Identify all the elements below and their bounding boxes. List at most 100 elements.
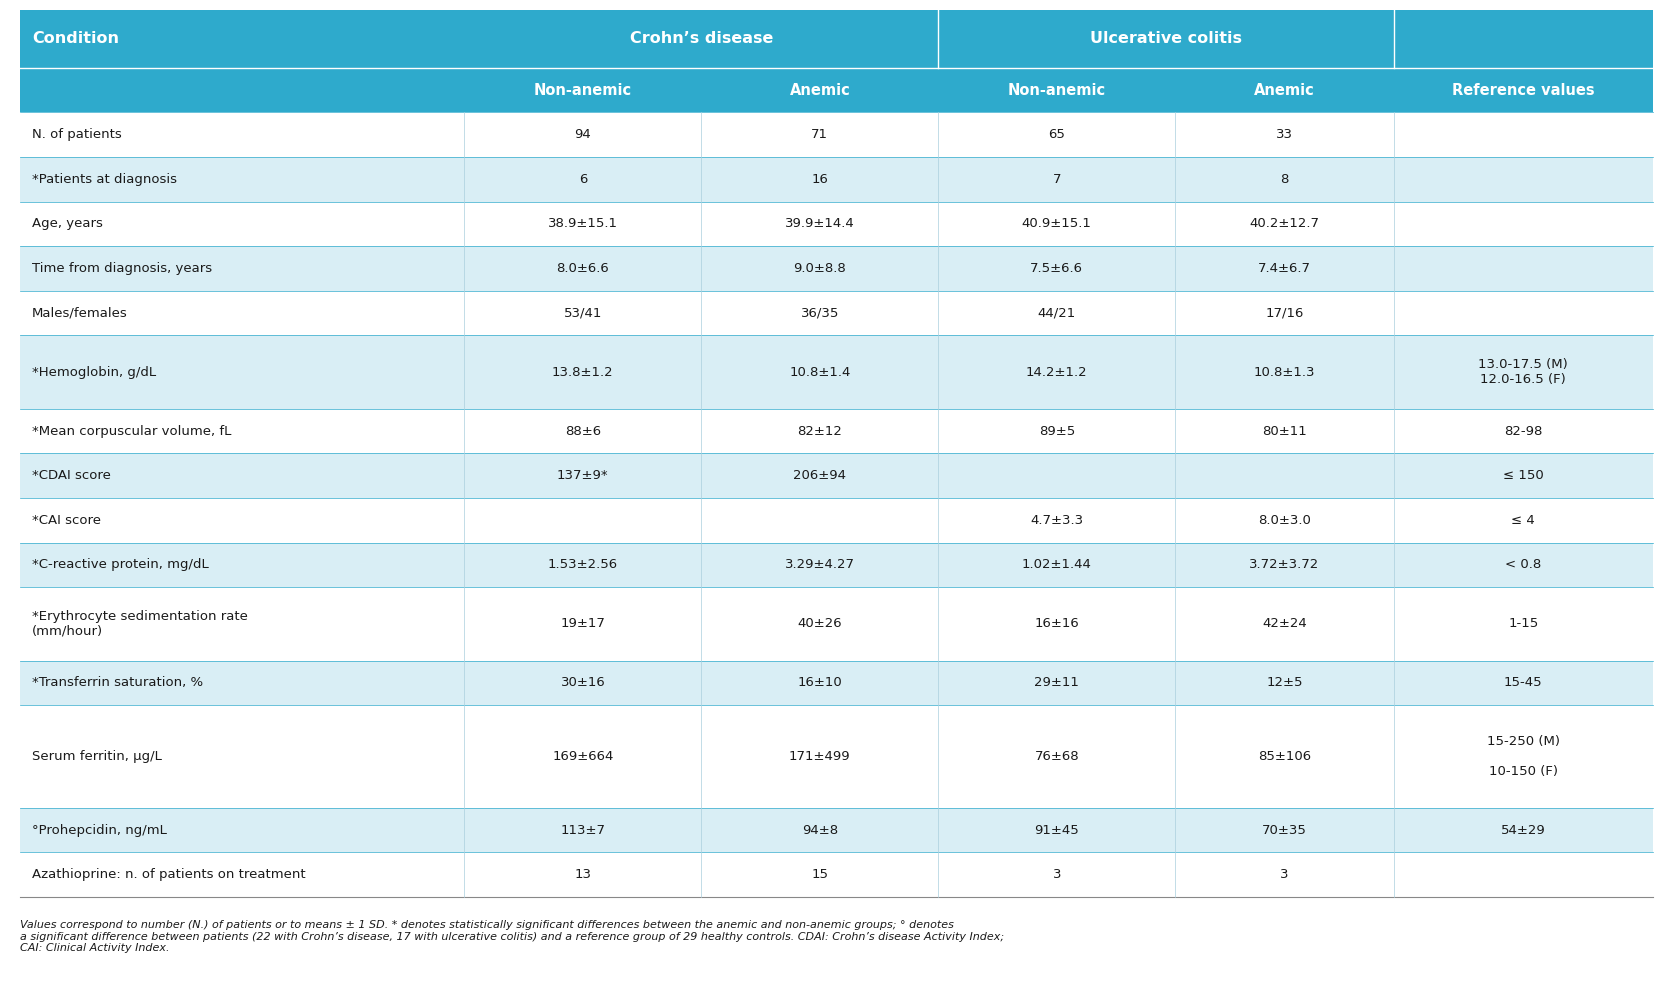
Bar	[20, 290, 1653, 335]
Text: 70±35: 70±35	[1261, 824, 1307, 836]
Text: 1-15: 1-15	[1507, 617, 1539, 630]
Text: °Prohepcidin, ng/mL: °Prohepcidin, ng/mL	[32, 824, 167, 836]
Text: Azathioprine: n. of patients on treatment: Azathioprine: n. of patients on treatmen…	[32, 868, 306, 881]
Text: 16: 16	[811, 172, 828, 185]
Bar	[20, 808, 1653, 852]
Text: 40±26: 40±26	[798, 617, 842, 630]
Text: 14.2±1.2: 14.2±1.2	[1026, 366, 1087, 379]
Bar	[20, 661, 1653, 706]
Bar	[20, 409, 1653, 454]
Text: 71: 71	[811, 128, 828, 141]
Text: 6: 6	[579, 172, 587, 185]
Text: *Erythrocyte sedimentation rate
(mm/hour): *Erythrocyte sedimentation rate (mm/hour…	[32, 609, 248, 638]
Bar	[20, 246, 1653, 290]
Text: Non-anemic: Non-anemic	[534, 82, 632, 98]
Text: 3.72±3.72: 3.72±3.72	[1250, 558, 1320, 572]
Text: Values correspond to number (N.) of patients or to means ± 1 SD. * denotes stati: Values correspond to number (N.) of pati…	[20, 920, 1004, 953]
Text: Males/females: Males/females	[32, 306, 127, 319]
Text: 1.02±1.44: 1.02±1.44	[1022, 558, 1092, 572]
Text: 15-250 (M)
 
10-150 (F): 15-250 (M) 10-150 (F)	[1487, 735, 1559, 778]
Text: 94: 94	[574, 128, 591, 141]
Text: 40.9±15.1: 40.9±15.1	[1022, 217, 1092, 230]
Text: 76±68: 76±68	[1034, 750, 1079, 763]
Text: *Hemoglobin, g/dL: *Hemoglobin, g/dL	[32, 366, 156, 379]
Text: *Mean corpuscular volume, fL: *Mean corpuscular volume, fL	[32, 424, 231, 438]
Text: 85±106: 85±106	[1258, 750, 1312, 763]
Text: 94±8: 94±8	[801, 824, 838, 836]
Text: 137±9*: 137±9*	[557, 469, 609, 483]
Text: *CAI score: *CAI score	[32, 513, 100, 527]
Text: ≤ 150: ≤ 150	[1502, 469, 1544, 483]
Text: 1.53±2.56: 1.53±2.56	[547, 558, 617, 572]
Text: 16±16: 16±16	[1034, 617, 1079, 630]
Text: *Patients at diagnosis: *Patients at diagnosis	[32, 172, 177, 185]
Text: Crohn’s disease: Crohn’s disease	[629, 32, 773, 47]
Text: 19±17: 19±17	[560, 617, 606, 630]
Text: 113±7: 113±7	[560, 824, 606, 836]
Text: 3: 3	[1052, 868, 1061, 881]
Text: ≤ 4: ≤ 4	[1511, 513, 1536, 527]
Text: Time from diagnosis, years: Time from diagnosis, years	[32, 262, 212, 275]
Text: 8: 8	[1280, 172, 1288, 185]
Bar	[20, 201, 1653, 246]
Bar	[20, 112, 1653, 157]
Text: N. of patients: N. of patients	[32, 128, 122, 141]
Text: 171±499: 171±499	[790, 750, 850, 763]
Text: 16±10: 16±10	[798, 677, 842, 690]
Text: 8.0±6.6: 8.0±6.6	[557, 262, 609, 275]
Text: 13.0-17.5 (M)
12.0-16.5 (F): 13.0-17.5 (M) 12.0-16.5 (F)	[1479, 358, 1568, 386]
Text: 7: 7	[1052, 172, 1061, 185]
Text: 4.7±3.3: 4.7±3.3	[1031, 513, 1084, 527]
Text: 88±6: 88±6	[565, 424, 601, 438]
Text: *Transferrin saturation, %: *Transferrin saturation, %	[32, 677, 202, 690]
Bar	[20, 454, 1653, 497]
Text: Condition: Condition	[32, 32, 119, 47]
Bar	[20, 67, 1653, 112]
Bar	[20, 157, 1653, 201]
Text: *CDAI score: *CDAI score	[32, 469, 110, 483]
Text: 8.0±3.0: 8.0±3.0	[1258, 513, 1312, 527]
Text: 65: 65	[1049, 128, 1066, 141]
Text: Serum ferritin, μg/L: Serum ferritin, μg/L	[32, 750, 162, 763]
Text: *C-reactive protein, mg/dL: *C-reactive protein, mg/dL	[32, 558, 209, 572]
Text: 36/35: 36/35	[801, 306, 840, 319]
Text: 38.9±15.1: 38.9±15.1	[547, 217, 617, 230]
Text: 7.4±6.7: 7.4±6.7	[1258, 262, 1312, 275]
Text: 12±5: 12±5	[1266, 677, 1303, 690]
Text: 3.29±4.27: 3.29±4.27	[785, 558, 855, 572]
Bar	[20, 852, 1653, 897]
Text: 42±24: 42±24	[1261, 617, 1307, 630]
Text: 39.9±14.4: 39.9±14.4	[785, 217, 855, 230]
Text: 17/16: 17/16	[1265, 306, 1303, 319]
Text: 30±16: 30±16	[560, 677, 606, 690]
Bar	[20, 497, 1653, 542]
Text: < 0.8: < 0.8	[1506, 558, 1541, 572]
Bar	[20, 587, 1653, 661]
Text: Anemic: Anemic	[790, 82, 850, 98]
Text: 9.0±8.8: 9.0±8.8	[793, 262, 847, 275]
Text: 29±11: 29±11	[1034, 677, 1079, 690]
Text: Age, years: Age, years	[32, 217, 102, 230]
Text: 3: 3	[1280, 868, 1288, 881]
Text: 40.2±12.7: 40.2±12.7	[1250, 217, 1320, 230]
Text: 53/41: 53/41	[564, 306, 602, 319]
Text: 80±11: 80±11	[1261, 424, 1307, 438]
Text: 15-45: 15-45	[1504, 677, 1543, 690]
Text: 89±5: 89±5	[1039, 424, 1076, 438]
Text: 82-98: 82-98	[1504, 424, 1543, 438]
Text: 54±29: 54±29	[1501, 824, 1546, 836]
Text: 169±664: 169±664	[552, 750, 614, 763]
Text: Ulcerative colitis: Ulcerative colitis	[1091, 32, 1241, 47]
Text: 206±94: 206±94	[793, 469, 847, 483]
Text: 33: 33	[1276, 128, 1293, 141]
Text: 82±12: 82±12	[798, 424, 842, 438]
Text: 13.8±1.2: 13.8±1.2	[552, 366, 614, 379]
Text: 13: 13	[574, 868, 591, 881]
Text: 91±45: 91±45	[1034, 824, 1079, 836]
Text: Non-anemic: Non-anemic	[1007, 82, 1106, 98]
Bar	[20, 542, 1653, 587]
Text: Anemic: Anemic	[1255, 82, 1315, 98]
Text: Reference values: Reference values	[1452, 82, 1594, 98]
Text: 15: 15	[811, 868, 828, 881]
Text: 44/21: 44/21	[1037, 306, 1076, 319]
